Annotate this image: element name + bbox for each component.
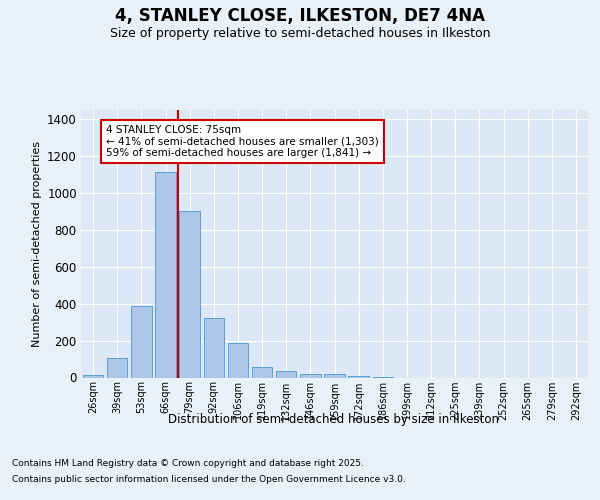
Bar <box>227 344 248 378</box>
Bar <box>300 374 320 378</box>
Bar <box>179 212 200 378</box>
Bar <box>252 368 272 378</box>
Bar <box>131 306 152 378</box>
Bar <box>349 376 369 378</box>
Bar <box>107 358 127 378</box>
Bar <box>276 371 296 378</box>
Bar <box>83 374 103 378</box>
Bar <box>324 374 345 378</box>
Bar <box>373 376 393 378</box>
Text: Size of property relative to semi-detached houses in Ilkeston: Size of property relative to semi-detach… <box>110 28 490 40</box>
Text: 4 STANLEY CLOSE: 75sqm
← 41% of semi-detached houses are smaller (1,303)
59% of : 4 STANLEY CLOSE: 75sqm ← 41% of semi-det… <box>106 125 379 158</box>
Y-axis label: Number of semi-detached properties: Number of semi-detached properties <box>32 141 41 347</box>
Text: Contains HM Land Registry data © Crown copyright and database right 2025.: Contains HM Land Registry data © Crown c… <box>12 458 364 468</box>
Bar <box>203 318 224 378</box>
Text: 4, STANLEY CLOSE, ILKESTON, DE7 4NA: 4, STANLEY CLOSE, ILKESTON, DE7 4NA <box>115 8 485 26</box>
Text: Contains public sector information licensed under the Open Government Licence v3: Contains public sector information licen… <box>12 475 406 484</box>
Bar <box>155 172 176 378</box>
Text: Distribution of semi-detached houses by size in Ilkeston: Distribution of semi-detached houses by … <box>167 412 499 426</box>
